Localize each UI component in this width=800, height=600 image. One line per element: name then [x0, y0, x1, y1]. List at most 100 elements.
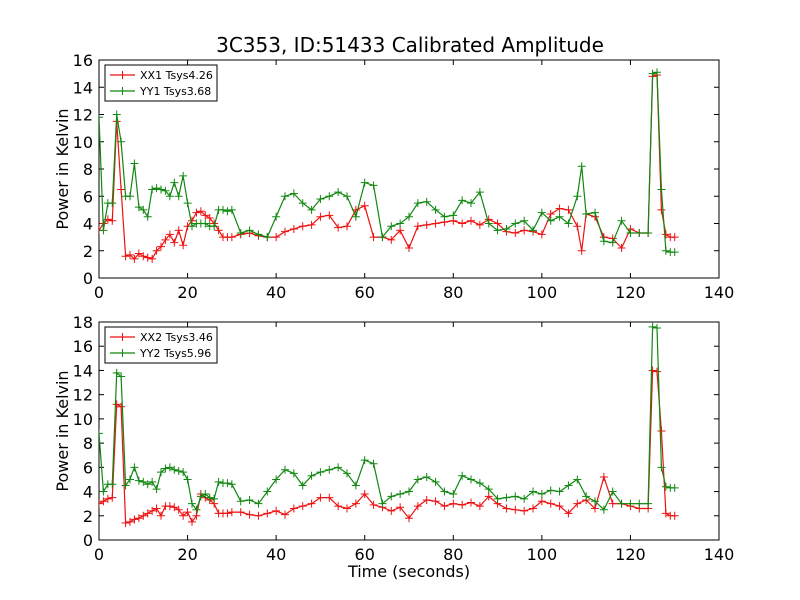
data-point	[351, 499, 360, 508]
data-point	[475, 188, 484, 197]
data-point	[546, 216, 555, 225]
data-point	[289, 224, 298, 233]
data-point	[121, 252, 130, 261]
data-point	[134, 203, 143, 212]
data-point	[343, 504, 351, 513]
data-point	[210, 494, 219, 503]
data-point	[219, 205, 227, 214]
data-point	[387, 222, 396, 231]
y-tick-label: 18	[73, 313, 93, 332]
data-point	[440, 212, 449, 221]
legend-marker	[118, 333, 127, 341]
data-point	[413, 502, 422, 511]
data-point	[174, 226, 183, 235]
x-tick-label: 140	[704, 283, 735, 302]
data-point	[369, 233, 378, 242]
data-point	[254, 230, 263, 239]
data-point	[165, 230, 174, 239]
data-point	[298, 502, 307, 511]
data-point	[108, 199, 117, 208]
data-point	[188, 499, 196, 508]
data-point	[192, 208, 201, 217]
data-point	[99, 499, 103, 508]
y-tick-label: 12	[73, 106, 93, 125]
data-point	[117, 372, 126, 381]
plot-panel-1: 0 20 40 60 80 100 120 140 0 2 4 6 8 10 12 14 16 Power in …	[53, 51, 734, 302]
data-point	[179, 171, 188, 180]
data-point	[564, 481, 573, 490]
data-point	[236, 229, 245, 238]
data-point	[281, 510, 289, 519]
data-point	[591, 497, 599, 506]
x-tick-label: 60	[355, 283, 375, 302]
data-point	[608, 238, 617, 247]
data-point	[617, 244, 626, 253]
data-point	[183, 508, 192, 517]
data-point	[661, 482, 670, 491]
data-point	[657, 185, 666, 194]
y-tick-label: 6	[83, 458, 93, 477]
data-point	[449, 489, 458, 498]
data-point	[134, 514, 143, 523]
x-tick-label: 20	[177, 283, 197, 302]
data-point	[653, 68, 661, 77]
y-tick-label: 16	[73, 337, 93, 356]
data-point	[316, 212, 325, 221]
data-point	[653, 367, 661, 376]
data-point	[475, 502, 484, 511]
data-point	[670, 233, 679, 242]
legend: XX2 Tsys3.46 YY2 Tsys5.96	[104, 326, 218, 364]
data-point	[236, 508, 245, 517]
legend-marker	[118, 87, 127, 95]
y-tick-label: 4	[83, 483, 93, 502]
data-point	[289, 469, 298, 478]
y-tick-label: 8	[83, 160, 93, 179]
data-point	[343, 192, 351, 201]
data-point	[582, 209, 591, 218]
data-point	[196, 207, 205, 216]
data-point	[546, 486, 555, 495]
legend-label: YY2 Tsys5.96	[139, 347, 211, 360]
chart-title: 3C353, ID:51433 Calibrated Amplitude	[216, 33, 604, 57]
data-point	[608, 487, 617, 496]
data-point	[223, 479, 232, 488]
data-point	[493, 219, 502, 228]
data-point	[635, 229, 644, 238]
data-point	[223, 509, 232, 518]
data-point	[599, 237, 608, 246]
y-tick-label: 8	[83, 434, 93, 453]
data-point	[161, 464, 170, 473]
data-point	[148, 254, 157, 263]
data-point	[148, 185, 157, 194]
data-point	[298, 222, 307, 231]
data-point	[449, 211, 458, 220]
data-point	[263, 509, 272, 518]
x-tick-label: 100	[527, 545, 558, 564]
data-point	[537, 230, 546, 239]
y-tick-label: 16	[73, 51, 93, 70]
data-point	[325, 192, 334, 201]
data-point	[183, 199, 192, 208]
data-point	[298, 481, 307, 490]
data-point	[670, 483, 679, 492]
data-point	[227, 233, 236, 242]
data-point	[139, 477, 148, 486]
legend-label: XX1 Tsys4.26	[140, 69, 213, 82]
data-point	[413, 222, 422, 231]
data-point	[484, 219, 493, 228]
data-point	[648, 322, 657, 331]
data-point	[555, 502, 564, 511]
data-point	[316, 468, 325, 477]
series-line	[99, 326, 675, 511]
data-point	[493, 494, 502, 503]
y-tick-label: 10	[73, 133, 93, 152]
y-tick-label: 2	[83, 242, 93, 261]
data-point	[117, 185, 126, 194]
data-point	[334, 188, 343, 197]
data-point	[511, 229, 520, 238]
data-point	[161, 235, 170, 244]
x-tick-label: 120	[615, 545, 646, 564]
x-tick-label: 20	[177, 545, 197, 564]
data-point	[126, 475, 134, 484]
